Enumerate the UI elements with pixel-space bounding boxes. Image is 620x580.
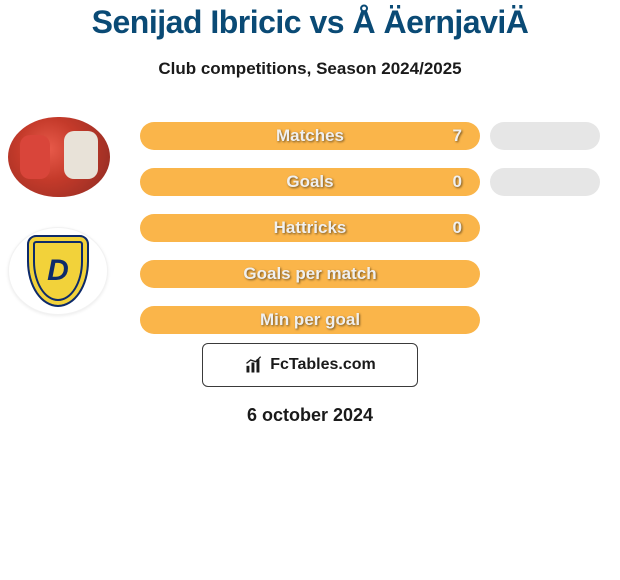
club-crest-letter: D <box>27 235 89 307</box>
stat-label: Min per goal <box>140 310 480 330</box>
stat-bar-matches: Matches 7 <box>140 122 480 150</box>
stat-label: Hattricks <box>140 218 480 238</box>
stat-value-left: 0 <box>453 218 462 238</box>
stats-area: D Matches 7 Goals 0 Hattricks 0 Goals pe… <box>0 107 620 337</box>
right-player-pills <box>490 122 600 214</box>
stat-bars: Matches 7 Goals 0 Hattricks 0 Goals per … <box>140 122 480 352</box>
stat-bar-goals: Goals 0 <box>140 168 480 196</box>
stat-label: Goals per match <box>140 264 480 284</box>
stat-label: Goals <box>140 172 480 192</box>
snapshot-date: 6 october 2024 <box>0 405 620 426</box>
avatars-column: D <box>8 117 118 315</box>
stat-value-left: 7 <box>453 126 462 146</box>
stat-label: Matches <box>140 126 480 146</box>
source-label: FcTables.com <box>270 356 376 374</box>
player-left-avatar <box>8 117 110 197</box>
stat-bar-goals-per-match: Goals per match <box>140 260 480 288</box>
page-subtitle: Club competitions, Season 2024/2025 <box>0 59 620 79</box>
player-right-club-badge: D <box>8 227 108 315</box>
stat-bar-hattricks: Hattricks 0 <box>140 214 480 242</box>
chart-icon <box>244 355 264 375</box>
right-pill-goals <box>490 168 600 196</box>
right-pill-matches <box>490 122 600 150</box>
page-title: Senijad Ibricic vs Å ÄernjaviÄ <box>0 4 620 41</box>
stat-value-left: 0 <box>453 172 462 192</box>
comparison-card: Senijad Ibricic vs Å ÄernjaviÄ Club comp… <box>0 0 620 426</box>
stat-bar-min-per-goal: Min per goal <box>140 306 480 334</box>
